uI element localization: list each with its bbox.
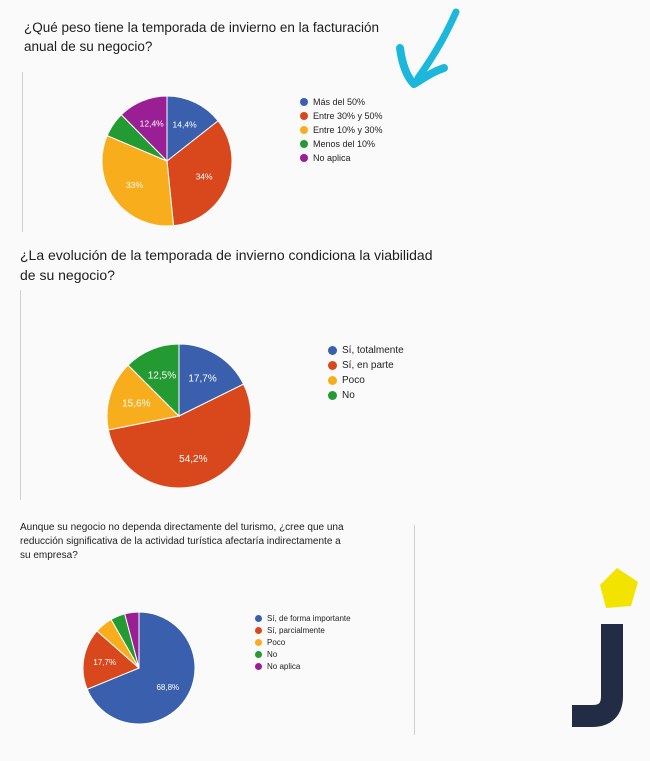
legend-chart-1: Más del 50% Entre 30% y 50% Entre 10% y 30… — [300, 95, 383, 165]
legend-label: Sí, totalmente — [342, 345, 404, 356]
pie-slice — [178, 343, 245, 417]
legend-swatch — [300, 154, 308, 162]
pie-slice — [120, 95, 168, 163]
legend-label: No aplica — [267, 661, 301, 671]
legend-label: Entre 30% y 50% — [313, 111, 383, 121]
slice-data-label: 15,6% — [122, 399, 150, 410]
legend-item: Entre 30% y 50% — [300, 109, 383, 123]
legend-label: Sí, de forma importante — [267, 613, 351, 623]
slice-data-label: 68,8% — [156, 683, 179, 692]
pie-slice — [106, 364, 181, 431]
legend-label: Poco — [267, 637, 286, 647]
arrow-icon — [396, 8, 460, 88]
legend-chart-2: Sí, totalmente Sí, en parte Poco No — [328, 343, 404, 403]
legend-chart-3: Sí, de forma importante Sí, parcialmente P… — [255, 612, 351, 672]
legend-item: Sí, en parte — [328, 358, 404, 373]
pie-slice — [127, 343, 180, 418]
legend-swatch — [300, 112, 308, 120]
chart-1-divider — [22, 72, 23, 232]
slice-data-label: 17,7% — [188, 374, 216, 385]
legend-label: Entre 10% y 30% — [313, 125, 383, 135]
slice-data-label: 34% — [196, 172, 213, 182]
question-1-title: ¿Qué peso tiene la temporada de invierno… — [24, 20, 379, 54]
slice-data-label: 33% — [126, 180, 143, 190]
legend-swatch — [255, 650, 262, 658]
slice-data-label: 12,4% — [140, 119, 165, 129]
legend-swatch — [300, 140, 308, 148]
legend-item: Entre 10% y 30% — [300, 123, 383, 137]
pie-slice — [82, 630, 140, 690]
legend-label: No — [342, 390, 355, 401]
pie-slice — [166, 95, 219, 163]
legend-label: Poco — [342, 375, 365, 386]
legend-item: No — [328, 388, 404, 403]
legend-label: Sí, parcialmente — [267, 625, 325, 635]
legend-swatch — [328, 361, 337, 370]
legend-swatch — [255, 638, 262, 646]
legend-swatch — [255, 626, 262, 634]
pie-slice — [86, 611, 196, 725]
legend-item: No aplica — [300, 151, 383, 165]
legend-item: Menos del 10% — [300, 137, 383, 151]
legend-swatch — [328, 376, 337, 385]
legend-item: Sí, parcialmente — [255, 624, 351, 636]
legend-item: Sí, totalmente — [328, 343, 404, 358]
legend-swatch — [255, 662, 262, 670]
legend-swatch — [300, 126, 308, 134]
legend-label: No aplica — [313, 153, 351, 163]
slice-data-label: 17,7% — [93, 658, 116, 667]
legend-item: Sí, de forma importante — [255, 612, 351, 624]
legend-item: Poco — [328, 373, 404, 388]
legend-label: Más del 50% — [313, 97, 366, 107]
legend-item: Poco — [255, 636, 351, 648]
legend-item: Más del 50% — [300, 95, 383, 109]
legend-swatch — [328, 391, 337, 400]
slice-data-label: 54,2% — [179, 454, 207, 465]
legend-label: No — [267, 649, 278, 659]
logo-icon — [572, 568, 638, 727]
pie-chart-3: 68,8% 17,7% — [82, 611, 196, 725]
legend-swatch — [300, 98, 308, 106]
pie-chart-2: 17,7% 54,2% 15,6% 12,5% — [106, 343, 252, 489]
legend-swatch — [328, 346, 337, 355]
pie-slice — [166, 120, 233, 227]
slice-data-label: 14,4% — [173, 120, 198, 130]
legend-item: No aplica — [255, 660, 351, 672]
legend-swatch — [255, 614, 262, 622]
question-3-title: Aunque su negocio no dependa directament… — [20, 522, 344, 561]
chart-3-divider — [414, 525, 415, 735]
legend-item: No — [255, 648, 351, 660]
question-2-title: ¿La evolución de la temporada de inviern… — [20, 247, 433, 283]
pie-slice — [124, 611, 140, 669]
legend-label: Menos del 10% — [313, 139, 376, 149]
pie-slice — [107, 383, 252, 489]
chart-2-divider — [20, 290, 21, 500]
slice-data-label: 12,5% — [148, 370, 176, 381]
pie-chart-1: 14,4% 34% 33% 12,4% — [101, 95, 233, 227]
legend-label: Sí, en parte — [342, 360, 394, 371]
pie-slice — [101, 134, 175, 227]
